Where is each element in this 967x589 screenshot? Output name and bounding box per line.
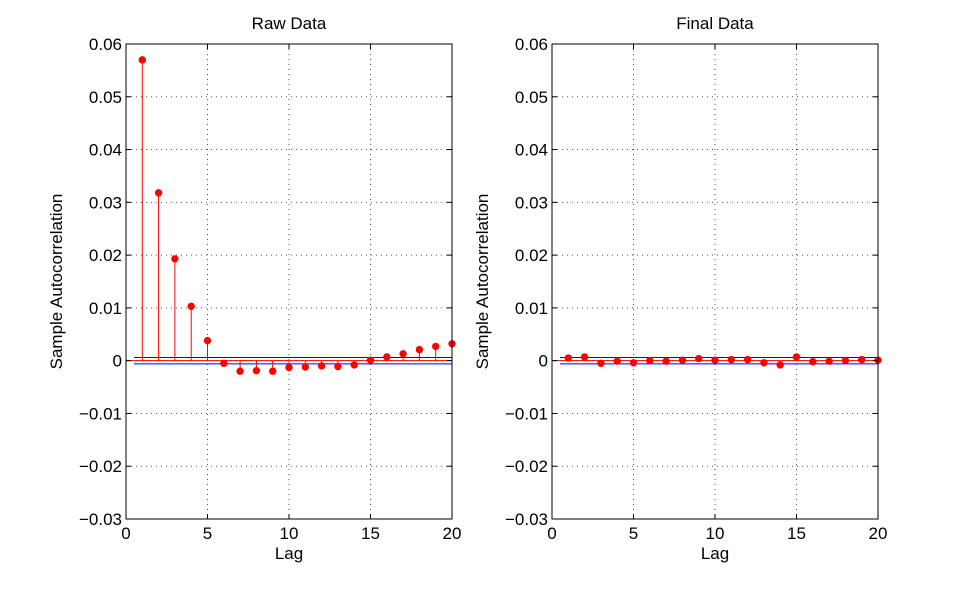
stem-marker (564, 354, 572, 362)
y-axis-label: Sample Autocorrelation (473, 194, 492, 370)
stem-marker (138, 56, 146, 64)
stem-marker (695, 354, 703, 363)
stem-marker (841, 356, 850, 365)
y-tick-label: −0.02 (505, 457, 548, 476)
x-tick-label: 5 (203, 524, 212, 543)
stem-marker (171, 255, 179, 263)
stem-marker (301, 363, 309, 371)
x-tick-label: 0 (547, 524, 556, 543)
stem-marker (646, 356, 654, 365)
x-tick-label: 15 (787, 524, 806, 543)
y-tick-label: 0.03 (515, 193, 548, 212)
stem-marker (285, 363, 293, 372)
chart-title: Raw Data (252, 14, 327, 33)
y-tick-label: −0.01 (79, 404, 122, 423)
raw-data-panel: 0 5 10 15 20 −0.03 −0.02 −0.01 0 0.01 0.02 0.03 0.04… (47, 14, 461, 563)
x-tick-label: 0 (121, 524, 130, 543)
stem-marker (760, 359, 768, 367)
x-tick-label: 10 (280, 524, 299, 543)
x-tick-label: 5 (629, 524, 638, 543)
y-tick-label: 0.04 (89, 141, 122, 160)
stem-marker (613, 357, 621, 365)
x-axis-label: Lag (701, 544, 729, 563)
stem-marker (711, 356, 719, 364)
y-tick-label: 0.06 (515, 35, 548, 54)
stem-marker (252, 366, 261, 375)
y-tick-label: 0.03 (89, 193, 122, 212)
x-tick-label: 20 (443, 524, 462, 543)
stem-marker (383, 353, 391, 361)
stem-marker (187, 302, 195, 311)
y-tick-label: −0.01 (505, 404, 548, 423)
x-tick-label: 15 (361, 524, 380, 543)
chart-title: Final Data (676, 14, 754, 33)
stem-marker (415, 345, 424, 354)
y-tick-label: 0.02 (515, 246, 548, 265)
y-tick-label: 0.06 (89, 35, 122, 54)
y-tick-label: 0 (113, 352, 122, 371)
stem-marker (662, 357, 670, 365)
stem-marker (154, 189, 163, 197)
y-tick-label: 0.04 (515, 141, 548, 160)
stem-marker (399, 350, 407, 358)
y-tick-label: 0.02 (89, 246, 122, 265)
stem-marker (580, 353, 589, 361)
y-tick-label: 0.01 (515, 299, 548, 318)
y-tick-label: 0.05 (89, 88, 122, 107)
stem-marker (825, 357, 833, 365)
stem-marker (236, 367, 244, 375)
stem-marker (858, 355, 866, 364)
final-data-panel: 0 5 10 15 20 −0.03 −0.02 −0.01 0 0.01 0.02 0.03 0.04… (473, 14, 887, 563)
stem-marker (678, 356, 687, 364)
y-tick-label: 0 (539, 352, 548, 371)
y-tick-label: 0.05 (515, 88, 548, 107)
stem-marker (350, 361, 358, 369)
stem-marker (269, 367, 277, 375)
stem-marker (743, 355, 752, 364)
y-axis-label: Sample Autocorrelation (47, 194, 66, 370)
stem-marker (203, 336, 212, 345)
stem-marker (629, 359, 638, 367)
stem-marker (597, 359, 605, 368)
stem-marker (432, 342, 440, 351)
axes-box (551, 43, 879, 520)
stem-marker (220, 359, 228, 368)
stem-marker (366, 356, 375, 364)
y-tick-label: −0.03 (79, 510, 122, 529)
stem-marker (792, 353, 801, 361)
x-axis-label: Lag (275, 544, 303, 563)
stem-marker (334, 362, 342, 371)
y-tick-label: −0.03 (505, 510, 548, 529)
stem-marker (776, 361, 784, 369)
y-tick-label: −0.02 (79, 457, 122, 476)
x-tick-label: 10 (706, 524, 725, 543)
x-tick-label: 20 (869, 524, 888, 543)
stem-marker (727, 355, 735, 364)
y-tick-label: 0.01 (89, 299, 122, 318)
stem-marker (317, 362, 326, 370)
stem-marker (809, 358, 817, 366)
